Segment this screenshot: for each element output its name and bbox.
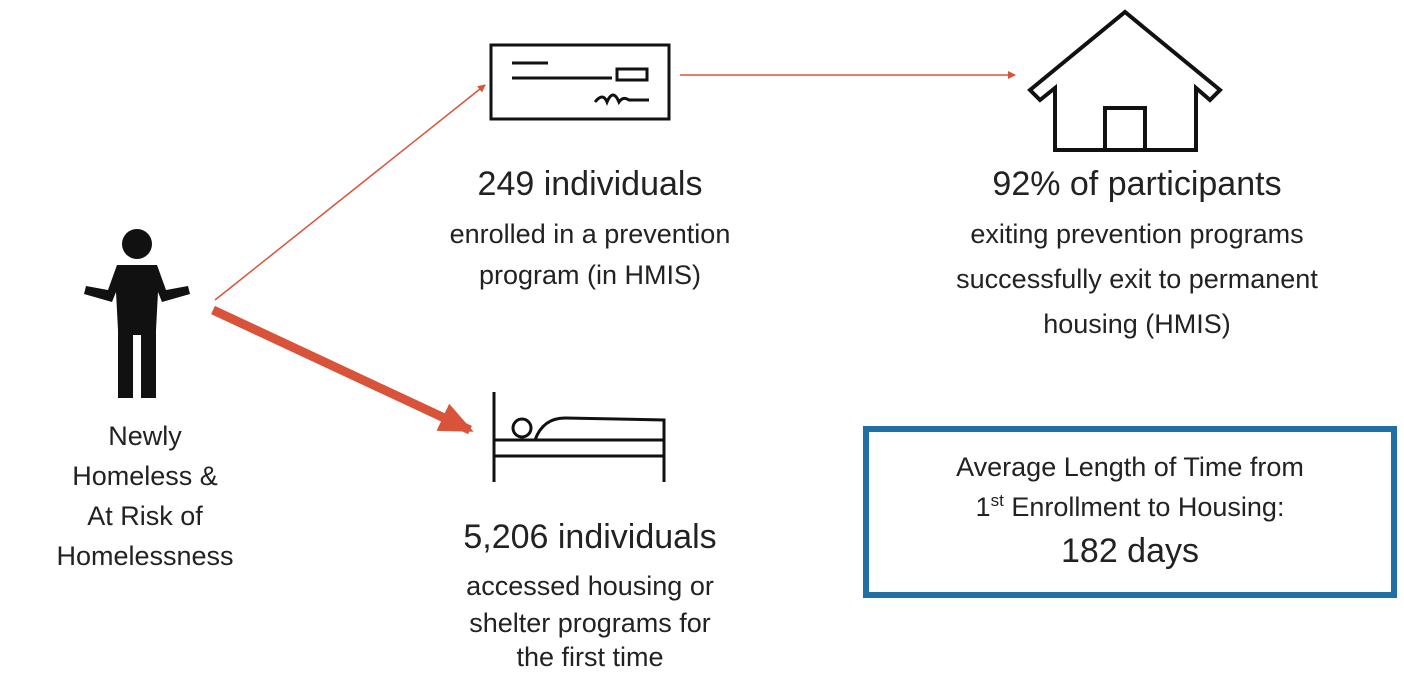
person-label: Newly (108, 421, 182, 451)
headline: 92% of participants (992, 165, 1281, 203)
headline: 249 individuals (478, 165, 703, 203)
description: the first time (516, 642, 663, 672)
person-label: Homelessness (56, 541, 233, 571)
summary-box (863, 426, 1397, 598)
person-label: At Risk of (87, 501, 203, 531)
headline: 5,206 individuals (463, 518, 716, 556)
description: housing (HMIS) (1043, 309, 1231, 339)
house-icon (1027, 9, 1223, 152)
description: shelter programs for (469, 608, 711, 638)
description: program (in HMIS) (479, 260, 701, 290)
arrow (214, 84, 486, 301)
description: successfully exit to permanent (956, 264, 1318, 294)
box-text: Average Length of Time from (956, 452, 1304, 482)
box-text: Enrollment to Housing: (1004, 492, 1285, 522)
description: exiting prevention programs (970, 219, 1303, 249)
description: enrolled in a prevention (450, 219, 731, 249)
arrow-thick (211, 305, 474, 435)
box-text: 1st Enrollment to Housing: (976, 491, 1285, 522)
bed-icon (492, 392, 666, 482)
box-value: 182 days (1061, 532, 1199, 570)
superscript: st (991, 491, 1005, 510)
box-text: 1 (976, 492, 991, 522)
person-icon (84, 229, 190, 398)
description: accessed housing or (466, 571, 714, 601)
person-label: Homeless & (72, 461, 218, 491)
check-icon (489, 43, 671, 121)
